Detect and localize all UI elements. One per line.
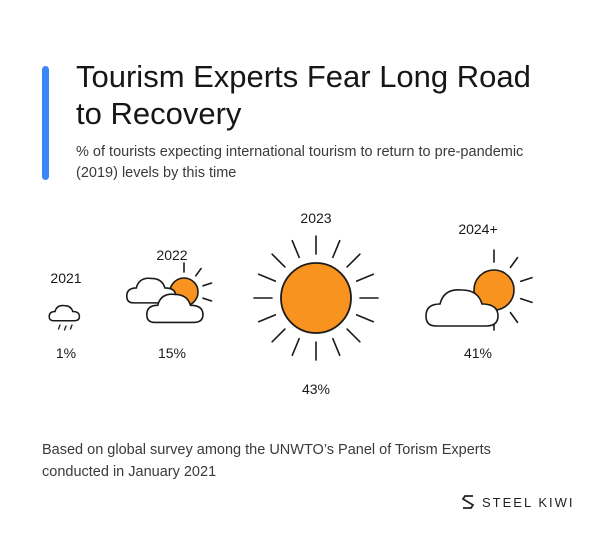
brand-name: STEEL KIWI <box>482 494 575 510</box>
sun-ray <box>355 273 375 282</box>
sun-ray <box>291 239 300 259</box>
cloud-shape <box>145 293 204 324</box>
chart-item-2023: 2023 43% <box>253 210 379 397</box>
value-label: 1% <box>56 345 76 361</box>
sun-ray <box>346 253 361 268</box>
chart-item-2021: 2021 1% <box>48 270 82 361</box>
value-label: 41% <box>464 345 492 361</box>
sun-ray <box>346 328 361 343</box>
year-label: 2023 <box>300 210 331 226</box>
sun-ray <box>332 239 341 259</box>
steel-kiwi-logo-icon <box>461 495 475 509</box>
rain-cloud-icon <box>48 304 81 331</box>
title-accent-bar <box>42 66 49 180</box>
year-label: 2021 <box>50 270 81 286</box>
year-label: 2022 <box>156 247 187 263</box>
page-subtitle: % of tourists expecting international to… <box>76 144 524 181</box>
sun-ray <box>257 314 277 323</box>
sun-ray <box>202 297 213 302</box>
sun-ray <box>291 337 300 357</box>
sun-ray <box>509 311 519 324</box>
sun-ray <box>202 282 213 287</box>
sun-ray <box>194 267 202 277</box>
sun-disc <box>280 262 352 334</box>
chart-item-2022: 2022 15% <box>125 247 213 361</box>
sun-ray <box>355 314 375 323</box>
value-label: 15% <box>158 345 186 361</box>
chart-item-2024plus: 2024+ 41% <box>425 221 533 361</box>
raindrop <box>57 324 61 330</box>
sun-ray <box>519 276 533 283</box>
sun-ray <box>271 328 286 343</box>
sun-ray <box>257 273 277 282</box>
sun-ray <box>519 297 533 304</box>
cloud-sun-icon <box>425 249 533 331</box>
year-label: 2024+ <box>458 221 497 237</box>
brand-logo: STEEL KIWI <box>460 494 574 510</box>
raindrop <box>69 324 73 330</box>
sun-ray <box>332 337 341 357</box>
survey-footnote: Based on global survey among the UNWTO’s… <box>42 442 491 480</box>
value-label: 43% <box>302 381 330 397</box>
sun-ray <box>271 253 286 268</box>
sun-ray <box>509 256 519 269</box>
page-title: Tourism Experts Fear Long Road to Recove… <box>76 59 531 131</box>
cloud-shape <box>48 304 81 322</box>
cloud-sun-icon <box>125 262 213 324</box>
raindrop <box>63 325 67 331</box>
sun-icon <box>253 235 379 361</box>
cloud-shape <box>425 288 499 327</box>
